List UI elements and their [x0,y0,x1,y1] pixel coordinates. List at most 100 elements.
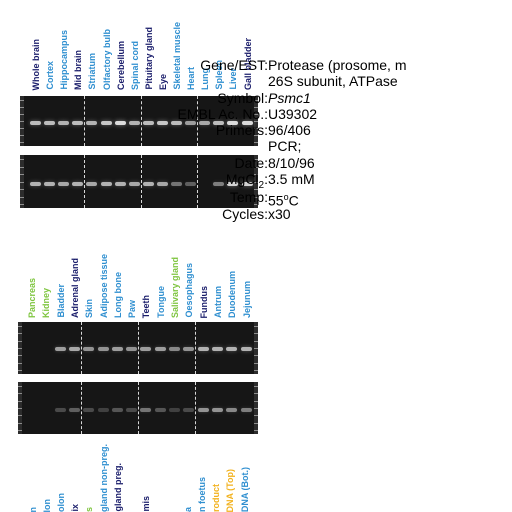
cycles-key: Cycles: [222,206,268,222]
lane-label: DNA (Bot.) [239,466,250,512]
gel-band [199,121,211,125]
gel-band [227,121,239,125]
info-block: Gene/EST: Protease (prosome, m 26S subun… [0,0,512,240]
cycles-value: x30 [268,206,291,222]
lane-divider [81,382,83,434]
temp-value: 55oC [268,192,299,209]
lane-divider [140,96,142,146]
gel-band [44,181,56,186]
gel-band [240,346,252,351]
primers-value: 96/406 [268,122,311,138]
lane-label: olon [56,493,67,512]
lane-label: roduct [211,484,222,512]
lane-divider [195,382,197,434]
ladder-lane [18,382,22,434]
lane-label: gland preg. [112,463,123,512]
lane-label: ix [70,504,81,512]
lane-label: Oesophagus [184,263,195,318]
gel-band [68,408,80,412]
symbol-value: Psmc1 [268,90,311,106]
panel1-gel-lower [20,155,258,208]
gel-band [126,408,138,412]
lane-label: Bladder [55,284,66,318]
ladder-lane [254,155,258,208]
gel-band [97,346,109,351]
date-key: Date: [234,155,268,171]
primers-key: Primers: [215,122,268,138]
lane-divider [195,322,197,374]
gel-band [169,346,180,351]
lane-label: n [28,506,38,512]
gel-band [114,121,126,125]
ladder-lane [18,322,22,374]
gel-band [142,121,154,125]
gel-band [171,121,182,125]
lane-label: n foetus [197,477,208,512]
ladder-lane [254,322,258,374]
gel-band [83,346,95,351]
lane-label: DNA (Top) [225,468,236,512]
lane-label: mis [140,496,151,512]
gel-band [58,181,70,186]
gel-band [142,181,154,186]
lane-label: Duodenum [227,271,238,318]
lane-divider [140,155,142,208]
gel-band [111,408,123,412]
gel-band [241,121,253,125]
panel1-gel-upper [20,96,258,146]
lane-label: Teeth [141,294,152,318]
lane-label: Tongue [155,286,166,318]
gel-band [30,181,41,186]
gene-key: Gene/EST: [200,57,268,73]
gel-band [100,181,112,186]
ladder-lane [20,96,24,146]
lane-divider [81,322,83,374]
gel-band [185,181,197,186]
gel-band [171,181,182,186]
gel-band [44,121,56,125]
embl-key: EMBL Ac. No.: [177,106,268,122]
gel-band [241,181,253,186]
gene-value-line1: Protease (prosome, m [268,57,407,73]
lane-label: s [84,506,95,512]
gene-value-line2: 26S subunit, ATPase [268,73,398,89]
ladder-lane [20,155,24,208]
symbol-key: Symbol: [217,90,268,106]
gel-band [83,408,95,412]
gel-band [86,121,98,125]
gel-band [58,121,70,125]
panel2-gel-lower [18,382,258,434]
gel-band [54,408,66,412]
gel-band [213,181,225,186]
lane-divider [138,382,140,434]
gel-band [72,181,84,186]
gel-band [213,121,225,125]
gel-band [114,181,126,186]
gel-band [86,181,98,186]
gel-band [126,346,138,351]
gel-band [140,408,152,412]
gel-band [197,408,209,412]
gel-band [211,346,223,351]
embl-value: U39302 [268,106,318,122]
ladder-lane [254,382,258,434]
lane-label: Jejunum [241,280,252,318]
gel-band [211,408,223,412]
gel-band [30,121,41,125]
gel-band [72,121,84,125]
temp-key: Temp: [229,189,268,205]
gel-band [226,346,238,351]
ladder-lane [254,96,258,146]
gel-band [54,346,66,351]
gel-band [156,181,168,186]
mgcl-value: 3.5 mM [268,171,315,187]
gel-band [185,121,197,125]
gel-band [100,121,112,125]
gel-band [128,181,140,186]
lane-label: lon [42,498,53,512]
panel2-gel-upper [18,322,258,374]
lane-label: Salivary gland [170,256,180,318]
gel-band [154,346,166,351]
date-value: 8/10/96 [268,155,315,171]
lane-label: Skin [84,298,95,318]
